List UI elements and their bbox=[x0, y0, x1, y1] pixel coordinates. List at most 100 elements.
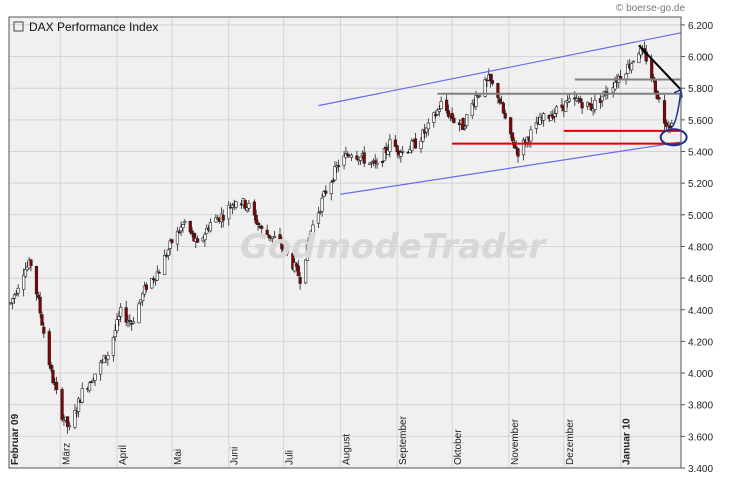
candle bbox=[629, 63, 634, 71]
x-month-label: Juni bbox=[230, 447, 241, 465]
candle bbox=[600, 96, 604, 101]
candle bbox=[23, 268, 28, 277]
candle bbox=[47, 331, 51, 366]
candle bbox=[470, 103, 474, 116]
candle bbox=[157, 271, 161, 274]
candle bbox=[163, 255, 167, 276]
candle bbox=[221, 215, 225, 221]
candle bbox=[267, 234, 271, 238]
y-tick-label: 5.600 bbox=[688, 116, 713, 127]
candle bbox=[382, 148, 386, 162]
candle bbox=[657, 97, 661, 100]
x-month-label: Juli bbox=[285, 450, 296, 465]
candle bbox=[434, 114, 438, 117]
highlight-ellipse bbox=[659, 128, 688, 147]
candle bbox=[542, 113, 546, 121]
candle bbox=[166, 249, 170, 256]
candle bbox=[355, 155, 359, 160]
candle bbox=[322, 191, 326, 197]
candle bbox=[260, 225, 264, 229]
candle bbox=[564, 100, 568, 112]
candle bbox=[51, 369, 55, 384]
y-tick-label: 5.000 bbox=[688, 211, 713, 222]
candle bbox=[567, 98, 571, 102]
candle bbox=[613, 81, 617, 90]
candle bbox=[98, 361, 103, 375]
candle bbox=[316, 212, 321, 224]
candle bbox=[177, 231, 181, 234]
candle bbox=[450, 112, 454, 119]
candle bbox=[446, 110, 451, 117]
candle bbox=[252, 201, 256, 216]
candle bbox=[309, 230, 313, 240]
candle bbox=[113, 330, 117, 337]
x-month-label: April bbox=[118, 445, 129, 465]
candle bbox=[477, 95, 482, 97]
candle bbox=[461, 117, 465, 131]
candle bbox=[91, 380, 95, 383]
candle bbox=[399, 152, 403, 157]
candle bbox=[650, 59, 654, 79]
candle bbox=[653, 80, 657, 93]
candle bbox=[534, 122, 538, 129]
candle bbox=[375, 162, 379, 165]
candle bbox=[111, 336, 115, 356]
channel-upper-line bbox=[318, 32, 682, 107]
candle bbox=[439, 101, 443, 109]
candle bbox=[490, 80, 495, 84]
candles bbox=[9, 41, 674, 434]
candle bbox=[22, 274, 26, 290]
candle bbox=[205, 227, 209, 234]
candle bbox=[503, 112, 507, 119]
candle bbox=[401, 151, 405, 153]
candle bbox=[293, 262, 297, 272]
candle bbox=[304, 259, 308, 284]
y-tick-label: 6.200 bbox=[688, 21, 713, 32]
candle bbox=[307, 237, 311, 243]
watermark: GodmodeTrader bbox=[240, 227, 547, 267]
candle bbox=[291, 253, 295, 270]
candle bbox=[664, 122, 668, 127]
candle bbox=[655, 90, 659, 99]
candle bbox=[320, 197, 324, 212]
candle bbox=[452, 117, 456, 123]
candle bbox=[34, 266, 39, 295]
candle bbox=[512, 142, 516, 149]
candle bbox=[668, 125, 672, 129]
candle bbox=[265, 229, 269, 235]
candle bbox=[509, 117, 513, 135]
legend: DAX Performance Index bbox=[13, 20, 158, 34]
candle bbox=[115, 319, 119, 332]
candle bbox=[192, 232, 196, 242]
candle bbox=[128, 320, 132, 322]
candle bbox=[16, 287, 20, 294]
candle bbox=[510, 132, 515, 142]
candle bbox=[410, 140, 414, 151]
candle bbox=[618, 75, 623, 80]
y-tick-label: 5.200 bbox=[688, 179, 713, 190]
candle bbox=[153, 279, 158, 282]
candle bbox=[662, 100, 667, 124]
candle bbox=[245, 207, 249, 211]
candle bbox=[553, 113, 557, 117]
candle bbox=[142, 285, 147, 295]
candle bbox=[483, 79, 487, 97]
candle bbox=[119, 307, 123, 317]
candle bbox=[36, 294, 40, 298]
x-month-label: November bbox=[510, 418, 521, 465]
candle bbox=[67, 425, 72, 428]
candle bbox=[280, 242, 284, 250]
candle bbox=[463, 126, 467, 129]
y-tick-label: 3.400 bbox=[688, 464, 713, 475]
candle bbox=[388, 139, 392, 152]
candle bbox=[272, 236, 277, 238]
candle bbox=[29, 259, 33, 267]
candle bbox=[14, 293, 18, 296]
candle bbox=[474, 95, 478, 107]
candle bbox=[333, 166, 337, 181]
candle bbox=[60, 389, 64, 420]
candle bbox=[285, 249, 289, 254]
plot-border bbox=[8, 16, 682, 469]
candle bbox=[208, 222, 213, 232]
candle bbox=[426, 122, 430, 130]
